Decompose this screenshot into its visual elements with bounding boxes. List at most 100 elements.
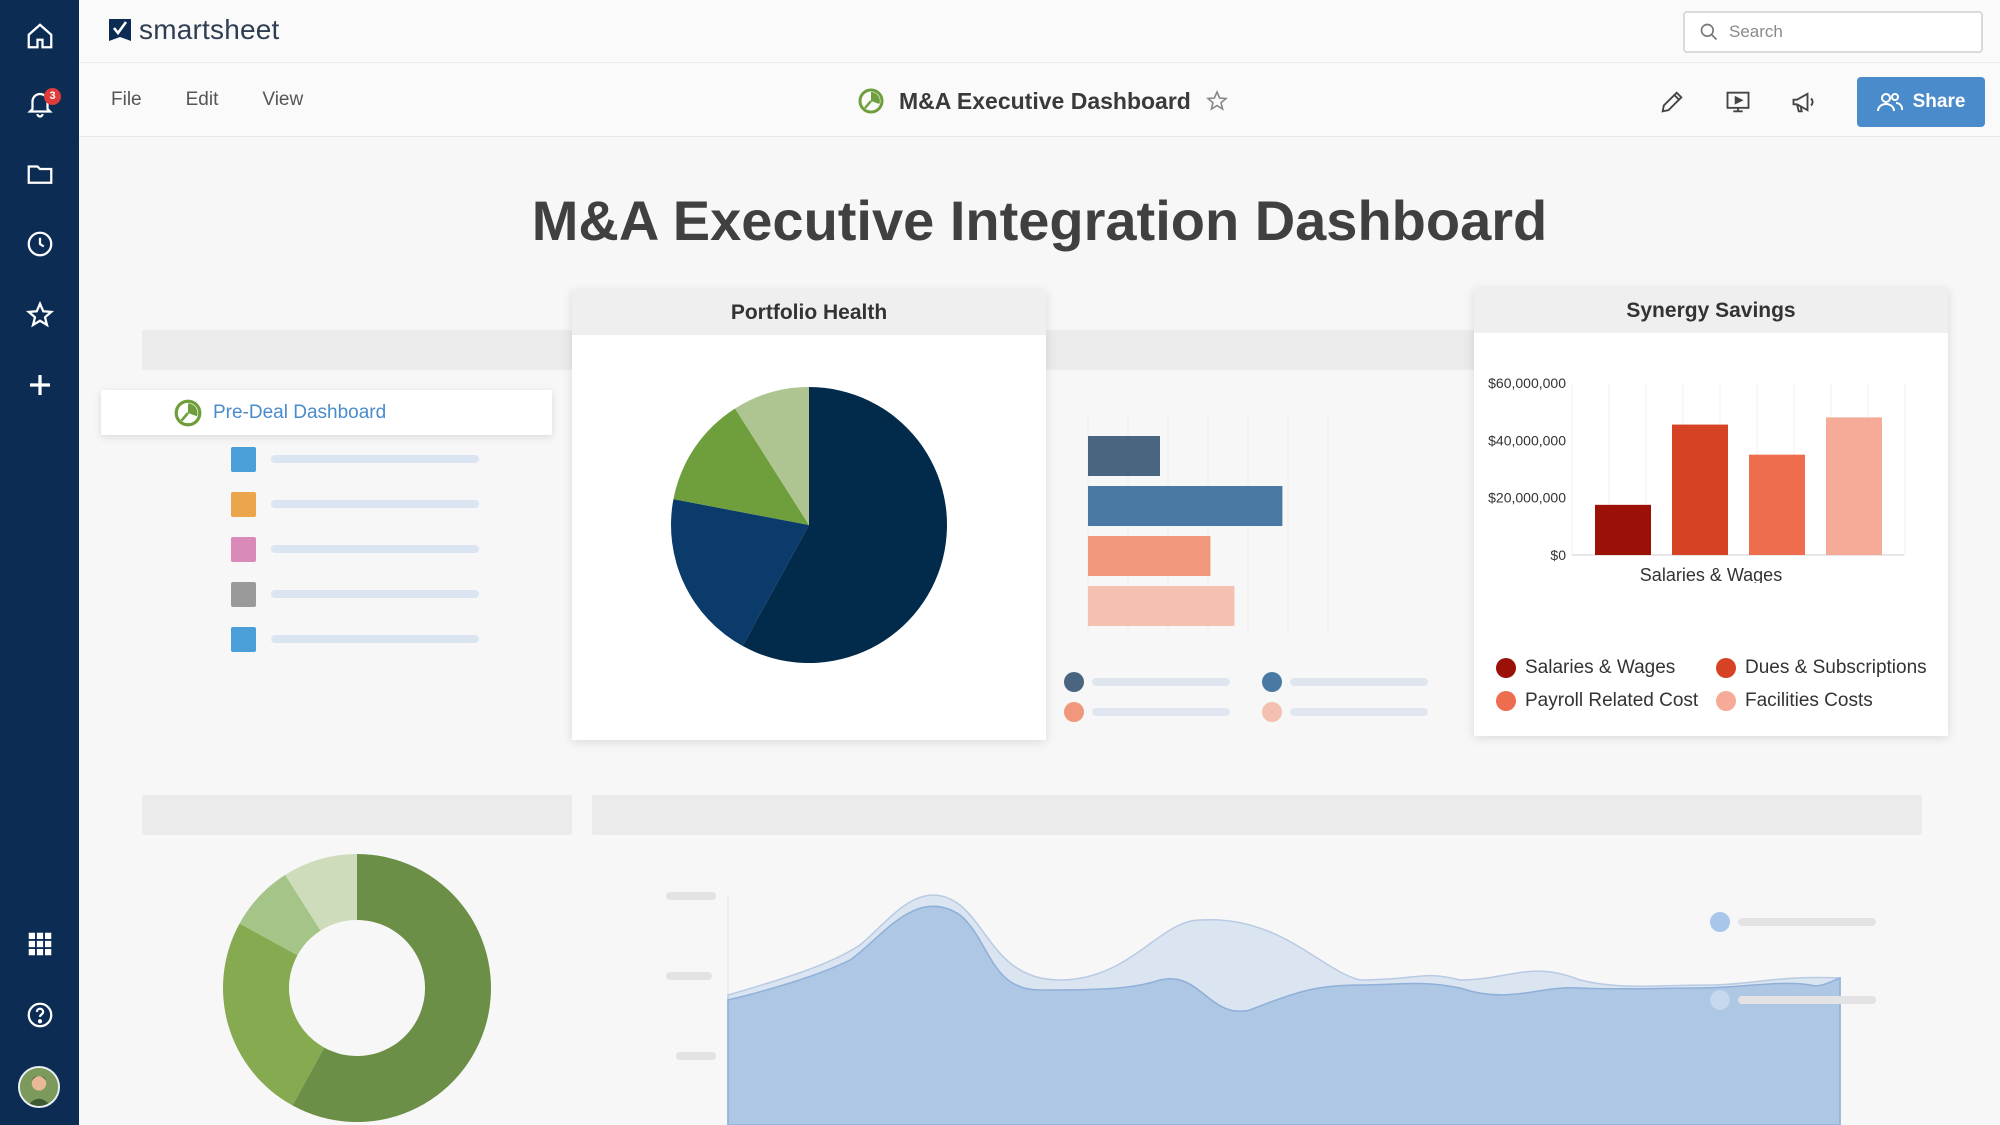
donut-chart [222,854,491,1122]
bell-icon [26,92,53,118]
logo-text: smartsheet [139,14,280,45]
present-icon [1726,91,1750,113]
legend-placeholder-line [1290,678,1428,686]
announce-button[interactable] [1771,79,1837,125]
hbar [1088,536,1211,576]
hbar [1088,486,1283,526]
y-tick-placeholder [666,972,712,980]
bar [1826,417,1882,555]
skeleton-strip [1046,330,1476,370]
card-title: Portfolio Health [572,290,1046,335]
list-placeholder-line [271,500,479,508]
link-label: Pre-Deal Dashboard [213,401,387,423]
menu-file[interactable]: File [111,89,142,110]
legend-placeholder-line [1290,708,1428,716]
search-box[interactable] [1683,11,1983,53]
legend-dot [1262,702,1282,722]
list-placeholder-line [271,635,479,643]
list-color-swatch [231,582,256,607]
left-nav-rail: 3 [0,0,79,1125]
bar [1595,504,1651,555]
portfolio-pie-chart [671,387,947,663]
document-title-text: M&A Executive Dashboard [899,87,1191,114]
document-toolbar: File Edit View M&A Executive Dashboard S… [79,63,2000,137]
legend-item: Salaries & Wages [1496,657,1675,679]
y-tick-placeholder [676,1052,716,1060]
pie-slice [673,408,809,525]
top-header: smartsheet [79,0,2000,63]
apps-grid-icon[interactable] [0,914,79,974]
list-placeholder-line [271,590,479,598]
smartsheet-logo[interactable]: smartsheet [109,14,280,46]
legend-item: Payroll Related Cost [1496,690,1698,712]
notifications-button[interactable]: 3 [0,74,79,134]
notification-badge: 3 [44,88,61,105]
list-color-swatch [231,627,256,652]
list-color-swatch [231,492,256,517]
list-color-swatch [231,537,256,562]
clock-icon[interactable] [0,214,79,274]
menu-bar: File Edit View [111,89,303,111]
legend-dot [1716,658,1736,678]
edit-button[interactable] [1639,79,1705,125]
share-button[interactable]: Share [1857,77,1985,127]
hbar [1088,586,1235,626]
home-icon[interactable] [0,6,79,66]
legend-placeholder-line [1738,996,1876,1004]
hbar [1088,436,1160,476]
list-placeholder-line [271,545,479,553]
y-tick-label: $0 [1550,547,1566,563]
dashboard-icon [858,88,884,114]
pencil-icon [1661,91,1683,113]
search-icon [1700,23,1718,41]
share-label: Share [1912,91,1966,112]
legend-dot [1710,912,1730,932]
help-icon[interactable] [0,985,79,1045]
donut-slice [222,923,325,1106]
y-tick-label: $60,000,000 [1488,375,1566,391]
legend-label: Facilities Costs [1745,690,1873,711]
y-tick-placeholder [666,892,716,900]
area-chart [666,892,1876,1125]
list-placeholder-line [271,455,479,463]
menu-view[interactable]: View [262,89,304,110]
folder-icon[interactable] [0,144,79,204]
present-button[interactable] [1705,79,1771,125]
area-series-front [727,905,1841,1125]
search-input[interactable] [1729,22,1959,42]
legend-label: Dues & Subscriptions [1745,657,1927,678]
plus-icon[interactable] [0,355,79,415]
donut-slice [292,854,491,1122]
legend-dot [1262,672,1282,692]
legend-item: Facilities Costs [1716,690,1873,712]
legend-label: Payroll Related Cost [1525,690,1699,711]
synergy-bar-chart: $60,000,000 $40,000,000 $20,000,000 $0 Salar… [1488,375,1906,585]
list-color-swatch [231,447,256,472]
legend-dot [1064,672,1084,692]
portfolio-health-card: Portfolio Health [572,290,1046,740]
skeleton-strip [142,795,572,835]
y-tick-label: $20,000,000 [1488,490,1566,506]
skeleton-strip [592,795,1922,835]
star-icon[interactable] [0,285,79,345]
bar [1749,454,1805,555]
favorite-star-icon[interactable] [1205,89,1229,113]
legend-dot [1716,691,1736,711]
x-axis-label: Salaries & Wages [1640,565,1782,583]
donut-slice [285,854,357,931]
card-title: Synergy Savings [1474,288,1948,333]
y-tick-label: $40,000,000 [1488,432,1566,448]
pre-deal-dashboard-link[interactable]: Pre-Deal Dashboard [101,390,552,435]
legend-placeholder-line [1738,918,1876,926]
menu-edit[interactable]: Edit [185,89,219,110]
synergy-savings-card: Synergy Savings $60,000,000 $40,000,000 $2… [1474,288,1948,736]
horizontal-bar-chart [1064,415,1428,722]
avatar[interactable] [18,1066,60,1108]
legend-label: Salaries & Wages [1525,657,1676,678]
skeleton-strip [142,330,572,370]
bar [1672,424,1728,555]
legend-dot [1496,691,1516,711]
pie-slice [735,387,809,525]
legend-dot [1710,990,1730,1010]
legend-placeholder-line [1092,678,1230,686]
